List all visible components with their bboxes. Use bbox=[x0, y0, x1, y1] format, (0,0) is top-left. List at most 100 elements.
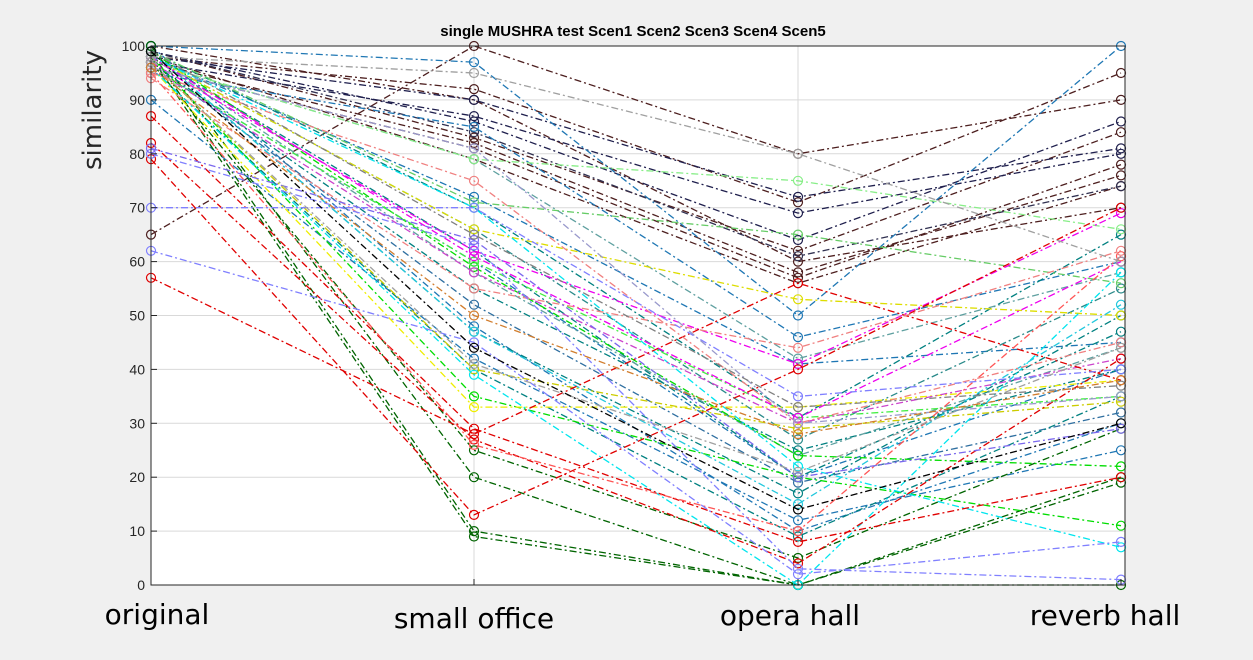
y-tick-label: 90 bbox=[129, 92, 145, 108]
data-point-marker bbox=[468, 154, 480, 165]
data-point-marker bbox=[792, 342, 804, 353]
data-point-marker bbox=[468, 358, 480, 370]
series-line bbox=[150, 56, 1122, 527]
data-point-marker bbox=[468, 83, 480, 95]
data-point-marker bbox=[792, 175, 804, 186]
data-point-marker bbox=[468, 337, 480, 348]
data-point-marker bbox=[792, 234, 804, 246]
data-point-marker bbox=[468, 116, 480, 127]
series-line bbox=[150, 72, 1122, 532]
series-line bbox=[150, 50, 1122, 419]
series-line bbox=[150, 56, 1122, 457]
data-point-marker bbox=[468, 256, 480, 267]
data-point-marker bbox=[468, 391, 480, 402]
series-line bbox=[150, 67, 1122, 538]
y-tick-label: 70 bbox=[129, 200, 145, 216]
data-point-marker bbox=[792, 434, 804, 445]
data-point-marker bbox=[792, 267, 804, 278]
data-point-marker bbox=[468, 224, 480, 235]
data-point-marker bbox=[468, 67, 480, 79]
series-line bbox=[150, 61, 1122, 230]
data-point-marker bbox=[468, 229, 480, 240]
data-point-marker bbox=[792, 245, 804, 256]
y-axis-label: similarity bbox=[78, 50, 108, 170]
data-point-marker bbox=[792, 412, 804, 423]
data-point-marker bbox=[468, 402, 480, 413]
data-point-marker bbox=[792, 251, 804, 262]
data-point-marker bbox=[468, 132, 480, 143]
data-point-marker bbox=[792, 504, 804, 515]
data-point-marker bbox=[792, 402, 804, 413]
data-point-marker bbox=[468, 94, 480, 106]
data-point-marker bbox=[468, 445, 480, 456]
y-tick-label: 0 bbox=[137, 577, 145, 593]
series-line bbox=[150, 45, 1122, 586]
data-point-marker bbox=[468, 531, 480, 542]
data-point-marker bbox=[792, 569, 804, 580]
series-line bbox=[150, 56, 1122, 419]
data-point-marker bbox=[468, 369, 480, 380]
series-line bbox=[150, 45, 1122, 317]
data-point-marker bbox=[792, 364, 804, 375]
data-point-marker bbox=[468, 175, 480, 186]
data-point-marker bbox=[468, 472, 480, 483]
y-tick-label: 80 bbox=[129, 146, 145, 162]
y-tick-label: 30 bbox=[129, 415, 145, 431]
series-line bbox=[150, 61, 1122, 214]
series-line bbox=[150, 250, 1122, 575]
data-point-marker bbox=[468, 240, 480, 251]
data-point-marker bbox=[468, 267, 480, 278]
data-point-marker bbox=[468, 110, 480, 122]
data-point-marker bbox=[792, 466, 804, 477]
series-line bbox=[150, 77, 1122, 349]
series-line bbox=[151, 207, 1122, 398]
series-line bbox=[150, 50, 1122, 505]
data-point-marker bbox=[792, 445, 804, 456]
series-line bbox=[150, 50, 1122, 468]
data-point-marker bbox=[468, 525, 480, 537]
series-line bbox=[150, 147, 1122, 478]
series-line bbox=[150, 72, 1122, 338]
data-point-marker bbox=[792, 472, 804, 483]
data-point-marker bbox=[468, 509, 480, 521]
data-point-marker bbox=[792, 563, 804, 574]
series-line bbox=[150, 99, 1122, 521]
x-tick-label: reverb hall bbox=[1030, 599, 1181, 632]
data-point-marker bbox=[792, 294, 804, 305]
series-line bbox=[150, 67, 1122, 408]
data-point-marker bbox=[468, 364, 480, 375]
series-line bbox=[150, 56, 1122, 203]
data-point-marker bbox=[468, 261, 480, 273]
data-point-marker bbox=[792, 229, 804, 240]
y-tick-label: 60 bbox=[129, 254, 145, 270]
data-point-marker bbox=[468, 57, 480, 68]
series-line bbox=[150, 56, 1122, 198]
data-point-marker bbox=[792, 332, 804, 343]
data-point-marker bbox=[792, 477, 804, 488]
data-point-marker bbox=[792, 353, 804, 364]
x-tick-label: small office bbox=[394, 602, 554, 635]
data-point-marker bbox=[792, 272, 804, 283]
data-point-marker bbox=[792, 310, 804, 321]
series-line bbox=[150, 61, 1122, 430]
data-point-marker bbox=[468, 191, 480, 202]
data-point-marker bbox=[792, 278, 804, 289]
series-line bbox=[150, 61, 1122, 274]
data-point-marker bbox=[468, 423, 480, 434]
data-point-marker bbox=[792, 391, 804, 402]
series-line bbox=[150, 67, 1122, 419]
data-point-marker bbox=[468, 439, 480, 450]
data-point-marker bbox=[792, 191, 804, 202]
series-line bbox=[150, 61, 1122, 451]
x-tick-label: opera hall bbox=[720, 599, 860, 632]
data-point-marker bbox=[468, 353, 480, 364]
data-point-marker bbox=[468, 202, 480, 213]
data-point-marker bbox=[468, 342, 480, 353]
series-line bbox=[150, 61, 1122, 559]
data-point-marker bbox=[468, 310, 480, 321]
y-tick-label: 10 bbox=[129, 523, 145, 539]
data-point-marker bbox=[468, 326, 480, 337]
series-line bbox=[150, 56, 1122, 263]
data-point-marker bbox=[792, 256, 804, 267]
